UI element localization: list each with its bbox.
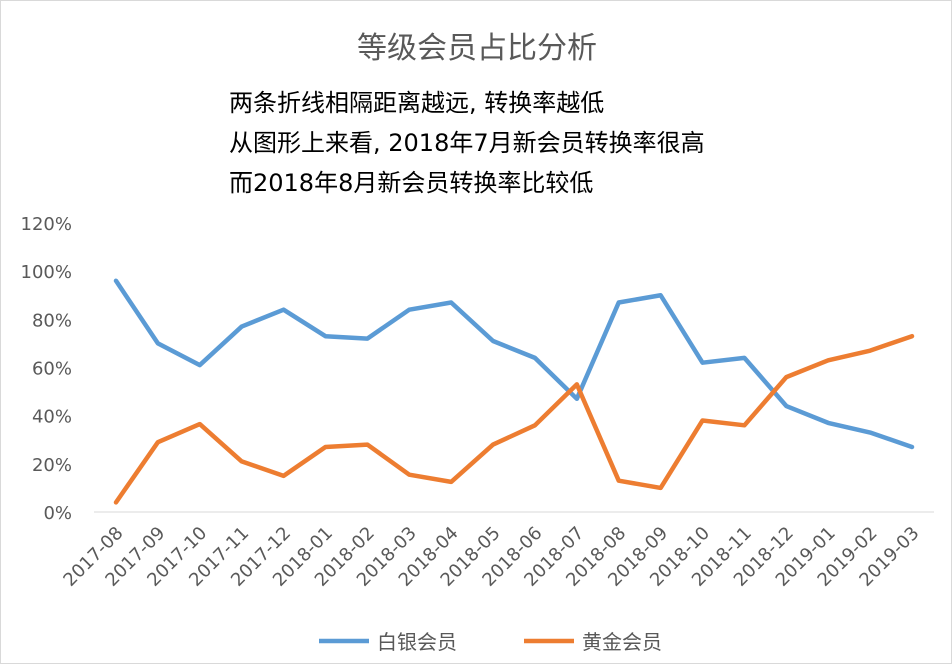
y-tick-label: 40% [32, 407, 72, 428]
y-tick-label: 120% [21, 214, 72, 235]
series-line-0 [116, 281, 912, 447]
y-tick-label: 60% [32, 359, 72, 380]
annotation-line-2: 从图形上来看, 2018年7月新会员转换率很高 [229, 129, 705, 157]
y-tick-label: 0% [43, 503, 72, 524]
annotation-line-1: 两条折线相隔距离越远, 转换率越低 [229, 89, 604, 117]
legend-label-1: 黄金会员 [582, 630, 662, 654]
annotation-line-3: 而2018年8月新会员转换率比较低 [229, 169, 593, 197]
chart-title: 等级会员占比分析 [357, 31, 597, 66]
y-tick-label: 80% [32, 310, 72, 331]
legend-label-0: 白银会员 [377, 630, 457, 654]
y-tick-label: 100% [21, 262, 72, 283]
series-line-1 [116, 336, 912, 502]
y-tick-label: 20% [32, 455, 72, 476]
